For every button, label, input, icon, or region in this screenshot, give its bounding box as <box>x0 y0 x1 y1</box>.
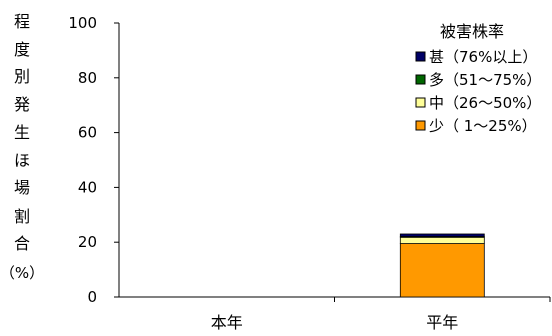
y-tick-label: 100 <box>68 14 97 32</box>
y-tick-label: 0 <box>87 288 97 306</box>
legend-entry: 甚（76%以上） <box>429 48 537 66</box>
legend-swatch <box>415 51 426 62</box>
x-category-label: 本年 <box>211 313 243 332</box>
y-axis-title-char: 発 <box>14 95 30 114</box>
x-category-label: 平年 <box>426 313 458 332</box>
legend-swatch <box>415 74 426 85</box>
bar-segment <box>399 236 485 244</box>
y-axis-ticks: 0 20 40 60 80 100 <box>68 14 119 306</box>
legend-entry: 少（ 1〜25%） <box>429 117 537 135</box>
y-tick-label: 60 <box>78 124 97 142</box>
y-axis-title-char: 場 <box>14 178 30 197</box>
y-axis-title-char: 割 <box>14 207 30 226</box>
y-axis-title-char: （%） <box>0 264 44 282</box>
legend-swatch <box>415 97 426 108</box>
bars <box>399 233 485 298</box>
bar-segment <box>399 233 485 237</box>
y-axis-title-char: 程 <box>14 12 30 31</box>
y-axis-title-char: 合 <box>14 234 30 253</box>
legend-entry: 中（26〜50%） <box>429 94 541 112</box>
legend-entry: 多（51〜75%） <box>429 71 541 89</box>
y-axis-title-char: ほ <box>14 151 30 170</box>
legend-swatch <box>415 120 426 131</box>
y-tick-label: 80 <box>78 69 97 87</box>
y-axis-title-char: 別 <box>14 67 30 86</box>
y-axis-title-char: 度 <box>14 40 30 59</box>
x-axis-labels: 本年 平年 <box>211 313 459 332</box>
y-axis-title-char: 生 <box>14 123 30 142</box>
y-tick-label: 20 <box>78 233 97 251</box>
bar-segment <box>399 243 485 298</box>
legend-title: 被害株率 <box>440 22 504 41</box>
y-tick-label: 40 <box>78 178 97 196</box>
